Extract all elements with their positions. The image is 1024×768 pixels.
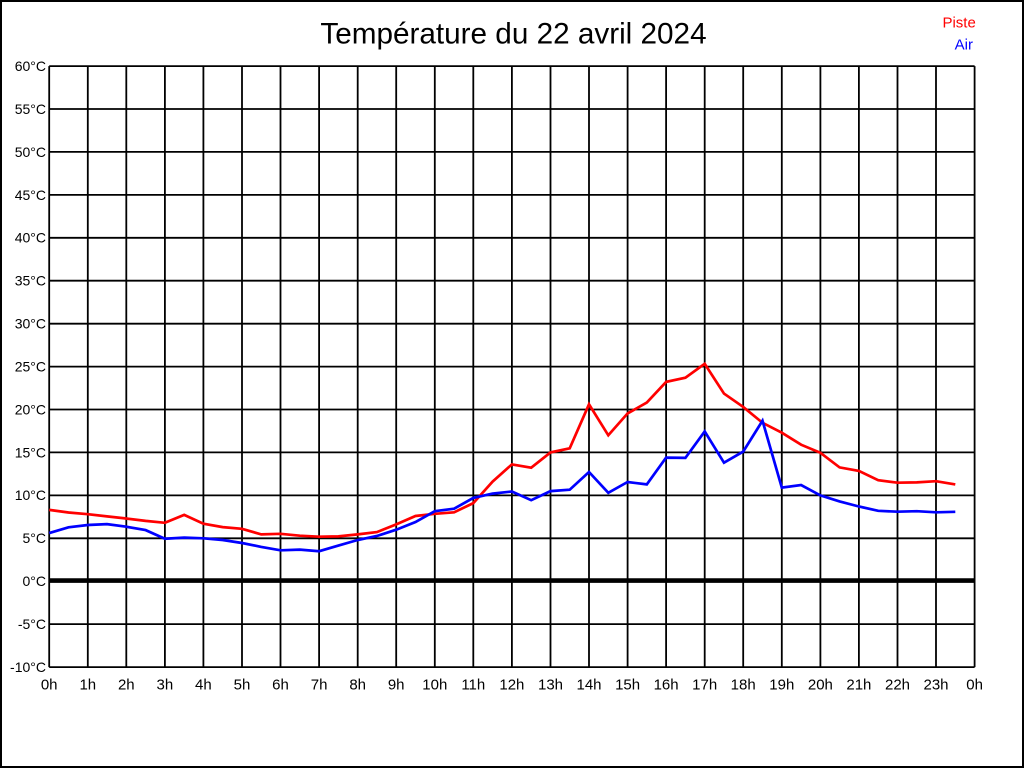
svg-text:15°C: 15°C (15, 444, 46, 460)
svg-text:23h: 23h (923, 676, 948, 693)
svg-text:22h: 22h (885, 676, 910, 693)
svg-text:-10°C: -10°C (10, 659, 46, 675)
svg-text:12h: 12h (499, 676, 524, 693)
svg-text:45°C: 45°C (15, 187, 46, 203)
svg-text:50°C: 50°C (15, 144, 46, 160)
svg-text:1h: 1h (79, 676, 96, 693)
svg-text:10°C: 10°C (15, 487, 46, 503)
svg-text:2h: 2h (118, 676, 135, 693)
svg-text:6h: 6h (272, 676, 289, 693)
svg-text:9h: 9h (388, 676, 405, 693)
svg-text:21h: 21h (846, 676, 871, 693)
svg-text:16h: 16h (654, 676, 679, 693)
svg-text:35°C: 35°C (15, 273, 46, 289)
svg-text:20h: 20h (808, 676, 833, 693)
svg-text:40°C: 40°C (15, 230, 46, 246)
svg-text:11h: 11h (461, 676, 485, 693)
svg-text:5h: 5h (234, 676, 251, 693)
svg-text:-5°C: -5°C (18, 616, 46, 632)
svg-text:5°C: 5°C (23, 530, 47, 546)
svg-text:20°C: 20°C (15, 401, 46, 417)
svg-text:60°C: 60°C (15, 58, 46, 74)
svg-text:3h: 3h (157, 676, 174, 693)
svg-text:7h: 7h (311, 676, 328, 693)
svg-text:10h: 10h (422, 676, 447, 693)
svg-text:25°C: 25°C (15, 359, 46, 375)
svg-text:Piste: Piste (942, 15, 975, 32)
svg-text:4h: 4h (195, 676, 212, 693)
svg-text:Air: Air (955, 36, 973, 53)
svg-text:17h: 17h (692, 676, 717, 693)
svg-text:0°C: 0°C (23, 573, 47, 589)
svg-text:15h: 15h (615, 676, 640, 693)
svg-text:18h: 18h (731, 676, 756, 693)
svg-text:8h: 8h (349, 676, 366, 693)
svg-text:13h: 13h (538, 676, 563, 693)
svg-text:Température du 22 avril 2024: Température du 22 avril 2024 (320, 18, 706, 51)
svg-text:0h: 0h (41, 676, 58, 693)
svg-text:14h: 14h (576, 676, 601, 693)
svg-text:19h: 19h (769, 676, 794, 693)
svg-text:55°C: 55°C (15, 101, 46, 117)
svg-text:30°C: 30°C (15, 316, 46, 332)
svg-text:0h: 0h (966, 676, 983, 693)
